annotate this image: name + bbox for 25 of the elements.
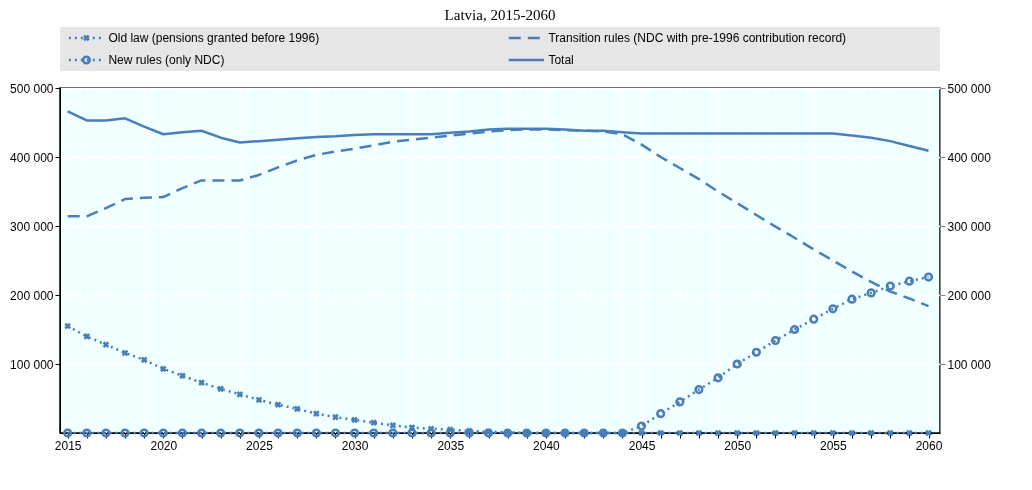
y-tick-label: 200 000	[10, 288, 54, 303]
x-tick-label: 2040	[533, 438, 561, 453]
x-tick-label: 2025	[246, 438, 274, 453]
y2-tick-label: 400 000	[947, 150, 992, 165]
x-tick-label: 2060	[915, 438, 943, 453]
chart-title: Latvia, 2015-2060	[444, 7, 556, 23]
x-tick-label: 2015	[54, 438, 82, 453]
y2-tick-label: 100 000	[947, 357, 992, 372]
y2-tick-label: 200 000	[947, 288, 992, 303]
x-tick-label: 2030	[341, 438, 369, 453]
y-tick-label: 500 000	[10, 81, 54, 96]
y-tick-label: 400 000	[10, 150, 54, 165]
legend-label: Total	[548, 53, 574, 67]
x-tick-label: 2035	[437, 438, 465, 453]
x-tick-label: 2055	[820, 438, 848, 453]
x-tick-label: 2020	[150, 438, 178, 453]
legend-label: Old law (pensions granted before 1996)	[108, 31, 320, 45]
legend-label: Transition rules (NDC with pre-1996 contribution record)	[548, 31, 847, 45]
y-tick-label: 300 000	[10, 219, 54, 234]
y2-tick-label: 500 000	[947, 81, 992, 96]
x-tick-label: 2045	[628, 438, 656, 453]
x-tick-label: 2050	[724, 438, 752, 453]
y-tick-label: 100 000	[10, 357, 54, 372]
legend-label: New rules (only NDC)	[108, 53, 225, 67]
y2-tick-label: 300 000	[947, 219, 992, 234]
